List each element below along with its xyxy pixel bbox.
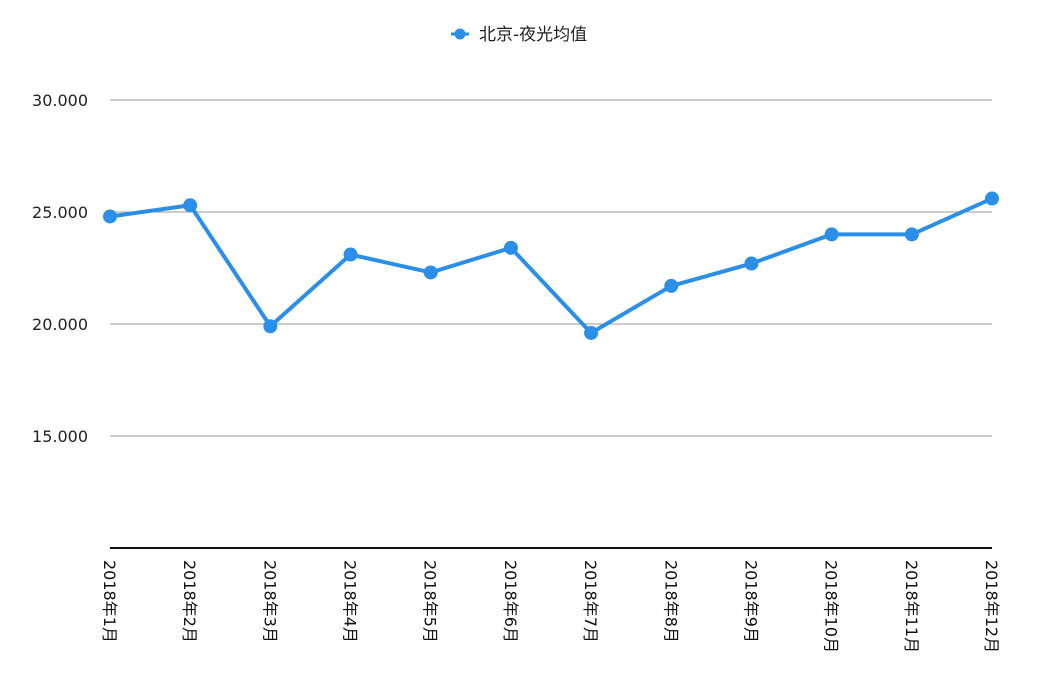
legend: 北京-夜光均值 xyxy=(451,25,587,45)
y-axis-tick-labels: 15.000 20.000 25.000 30.000 xyxy=(32,91,88,446)
data-point xyxy=(423,265,438,280)
x-tick-label: 2018年3月 xyxy=(260,560,279,643)
data-point xyxy=(664,278,679,293)
x-axis-tick-labels: 2018年1月 2018年2月 2018年3月 2018年4月 2018年5月 2018年… xyxy=(100,560,1001,653)
x-tick-label: 2018年4月 xyxy=(341,560,360,643)
data-point xyxy=(904,227,919,242)
series-line xyxy=(108,196,994,335)
data-point xyxy=(744,256,759,271)
data-point xyxy=(824,227,839,242)
y-tick-label: 30.000 xyxy=(32,91,88,110)
data-point xyxy=(584,325,599,340)
x-tick-label: 2018年8月 xyxy=(661,560,680,643)
data-point xyxy=(985,191,999,206)
x-tick-label: 2018年2月 xyxy=(180,560,199,643)
y-tick-label: 20.000 xyxy=(32,315,88,334)
x-tick-label: 2018年9月 xyxy=(741,560,760,643)
x-tick-label: 2018年11月 xyxy=(902,560,921,653)
x-tick-label: 2018年12月 xyxy=(982,560,1001,653)
legend-series-name: 北京-夜光均值 xyxy=(479,25,587,45)
series-group xyxy=(103,191,999,340)
data-point xyxy=(183,198,198,213)
x-tick-label: 2018年10月 xyxy=(822,560,841,653)
data-point xyxy=(343,247,358,262)
data-point xyxy=(103,209,117,224)
data-point xyxy=(263,319,278,334)
x-tick-label: 2018年7月 xyxy=(581,560,600,643)
y-tick-label: 15.000 xyxy=(32,427,88,446)
x-tick-label: 2018年6月 xyxy=(501,560,520,643)
y-tick-label: 25.000 xyxy=(32,203,88,222)
x-tick-label: 2018年5月 xyxy=(421,560,440,643)
x-tick-label: 2018年1月 xyxy=(100,560,119,643)
legend-marker-icon xyxy=(454,28,466,40)
data-point xyxy=(503,240,518,255)
gridlines xyxy=(110,99,992,437)
